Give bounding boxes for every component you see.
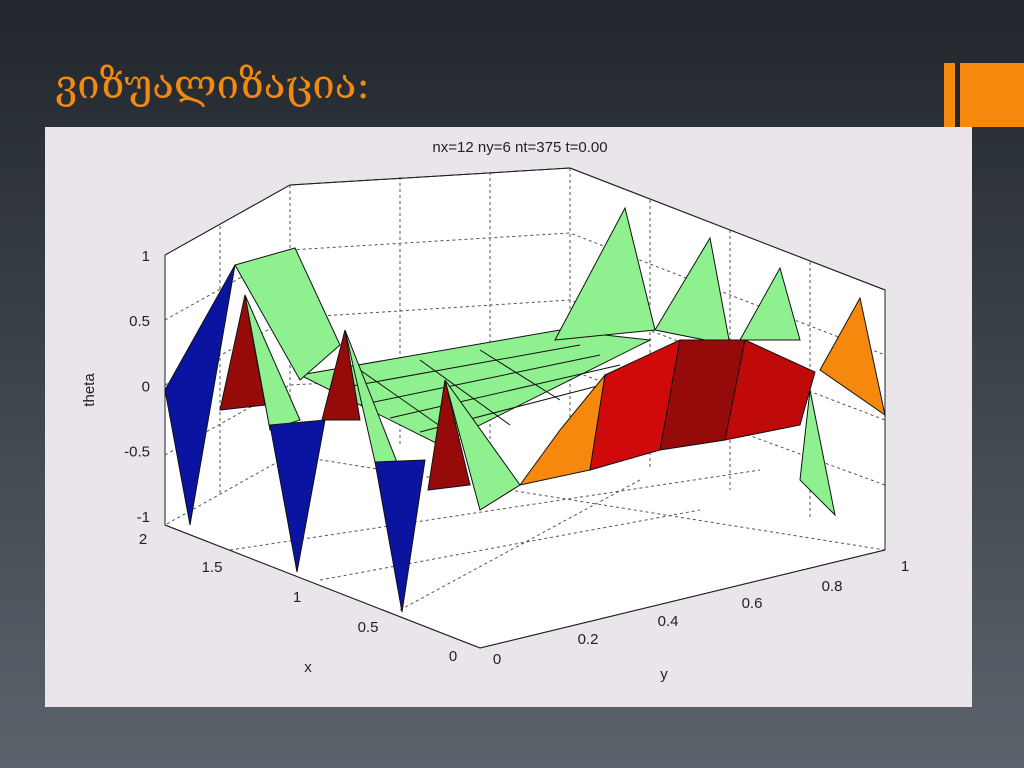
- accent-line: [955, 63, 960, 127]
- surface: [164, 206, 886, 613]
- y-tick-label: 1: [901, 558, 909, 575]
- z-tick-label: -0.5: [124, 444, 150, 461]
- figure-title: nx=12 ny=6 nt=375 t=0.00: [432, 139, 607, 156]
- y-tick-label: 0.2: [578, 631, 599, 648]
- y-tick-label: 0.4: [658, 613, 679, 630]
- slide-title: ვიზუალიზაცია:: [55, 62, 370, 108]
- x-tick-label: 0: [449, 648, 457, 665]
- z-tick-label: 0: [142, 378, 150, 395]
- z-tick-label: 0.5: [129, 313, 150, 330]
- x-tick-label: 2: [139, 531, 147, 548]
- x-tick-label: 1.5: [202, 559, 223, 576]
- x-tick-label: 0.5: [358, 619, 379, 636]
- x-tick-label: 1: [293, 589, 301, 606]
- z-tick-label: 1: [142, 248, 150, 265]
- y-tick-label: 0.6: [742, 595, 763, 612]
- x-axis-label: x: [304, 659, 312, 676]
- y-tick-label: 0.8: [822, 578, 843, 595]
- z-axis-label: theta: [81, 373, 98, 407]
- z-tick-label: -1: [137, 509, 150, 526]
- y-axis-label: y: [660, 666, 668, 683]
- y-tick-label: 0: [493, 651, 501, 668]
